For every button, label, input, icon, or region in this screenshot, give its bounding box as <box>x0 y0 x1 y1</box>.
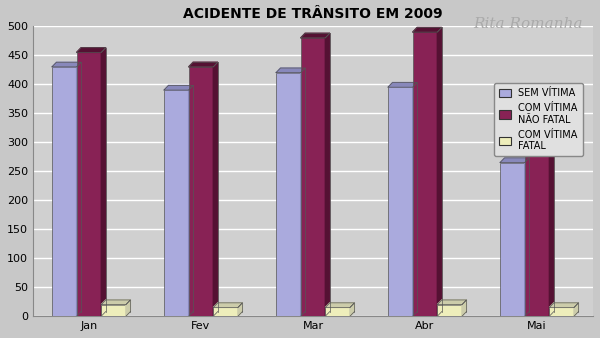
Bar <box>77 52 101 316</box>
Polygon shape <box>164 86 193 90</box>
Bar <box>413 32 437 316</box>
Bar <box>388 87 413 316</box>
Polygon shape <box>301 68 305 316</box>
Polygon shape <box>574 303 578 316</box>
Title: ACIDENTE DE TRÂNSITO EM 2009: ACIDENTE DE TRÂNSITO EM 2009 <box>183 7 443 21</box>
Polygon shape <box>188 86 193 316</box>
Polygon shape <box>101 48 106 316</box>
Polygon shape <box>413 82 417 316</box>
Polygon shape <box>550 129 554 316</box>
Bar <box>301 38 325 316</box>
Bar <box>188 67 213 316</box>
Polygon shape <box>101 300 130 305</box>
Polygon shape <box>462 300 466 316</box>
Bar <box>164 90 188 316</box>
Bar <box>52 67 77 316</box>
Bar <box>525 134 550 316</box>
Bar <box>101 305 126 316</box>
Polygon shape <box>500 158 529 163</box>
Polygon shape <box>437 300 466 305</box>
Polygon shape <box>213 62 218 316</box>
Bar <box>437 305 462 316</box>
Polygon shape <box>350 303 355 316</box>
Polygon shape <box>52 62 81 67</box>
Polygon shape <box>188 62 218 67</box>
Polygon shape <box>550 303 578 308</box>
Polygon shape <box>388 82 417 87</box>
Text: Rita Romanha: Rita Romanha <box>473 17 583 31</box>
Polygon shape <box>213 303 242 308</box>
Polygon shape <box>238 303 242 316</box>
Polygon shape <box>325 33 330 316</box>
Polygon shape <box>77 62 81 316</box>
Polygon shape <box>301 33 330 38</box>
Polygon shape <box>525 129 554 134</box>
Bar <box>550 308 574 316</box>
Polygon shape <box>437 27 442 316</box>
Bar <box>213 308 238 316</box>
Bar <box>325 308 350 316</box>
Bar <box>500 163 525 316</box>
Polygon shape <box>525 158 529 316</box>
Polygon shape <box>77 48 106 52</box>
Polygon shape <box>413 27 442 32</box>
Polygon shape <box>276 68 305 73</box>
Polygon shape <box>126 300 130 316</box>
Bar <box>276 73 301 316</box>
Polygon shape <box>325 303 355 308</box>
Legend: SEM VÍTIMA, COM VÍTIMA
NÃO FATAL, COM VÍTIMA
FATAL: SEM VÍTIMA, COM VÍTIMA NÃO FATAL, COM VÍ… <box>494 83 583 156</box>
